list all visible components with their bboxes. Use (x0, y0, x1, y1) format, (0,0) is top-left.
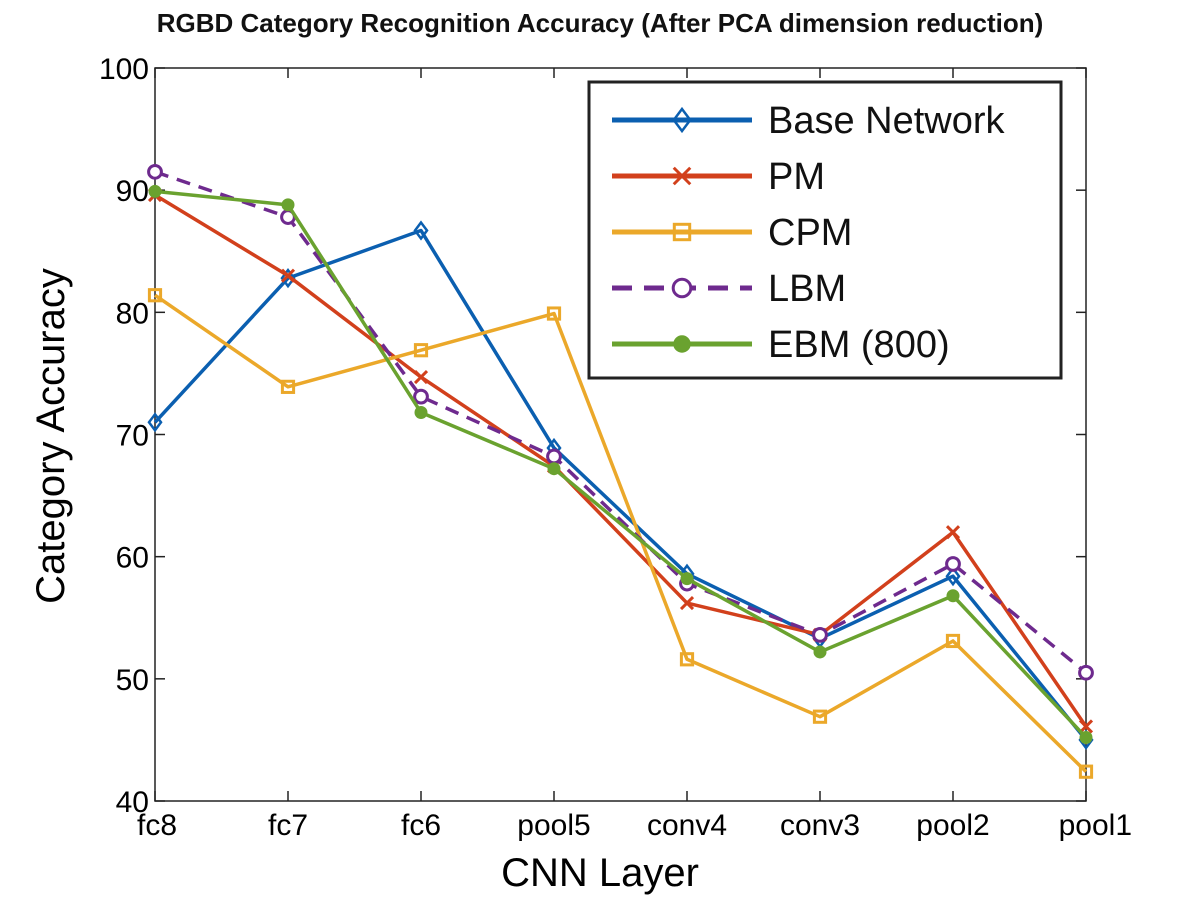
legend: Base Network PM CPM LBM EBM (800) (587, 80, 1063, 380)
x-tick-label: pool2 (916, 809, 989, 842)
legend-marker (671, 277, 693, 299)
x-tick-label: fc7 (268, 809, 308, 842)
x-tick-label: pool1 (1059, 809, 1132, 842)
data-point (945, 633, 961, 649)
y-axis-title: Category Accuracy (29, 268, 73, 604)
y-tick-label: 50 (116, 664, 149, 697)
data-point (546, 448, 562, 465)
y-tick-label: 40 (116, 786, 149, 819)
y-tick-label: 60 (116, 542, 149, 575)
data-point (280, 268, 296, 289)
legend-marker (672, 166, 692, 186)
legend-item: PM (612, 156, 825, 198)
data-point (1078, 719, 1094, 734)
series-line (154, 189, 1088, 739)
legend-item: CPM (612, 212, 852, 254)
data-point (813, 645, 827, 659)
y-tick-label: 90 (116, 175, 149, 208)
data-point (413, 220, 429, 241)
data-point (679, 596, 695, 611)
data-point (281, 198, 295, 212)
data-point (812, 626, 828, 643)
data-point (946, 589, 960, 603)
data-point (413, 370, 429, 385)
data-point (812, 709, 828, 724)
y-tick-label: 80 (116, 297, 149, 330)
data-point (148, 184, 162, 198)
y-tick-label: 70 (116, 420, 149, 453)
data-point (414, 406, 428, 420)
series-ebm-800 (148, 184, 1093, 744)
x-tick-label: fc6 (401, 809, 441, 842)
data-point (147, 412, 163, 433)
data-point (280, 268, 296, 283)
x-axis-title: CNN Layer (501, 851, 699, 895)
x-tick-label: conv4 (647, 809, 727, 842)
y-tick-label: 100 (99, 53, 149, 86)
x-tick-label: conv3 (780, 809, 860, 842)
data-point (945, 556, 961, 572)
series-line (154, 293, 1088, 773)
data-point (945, 566, 961, 587)
x-tick-label: fc8 (137, 809, 177, 842)
legend-marker (672, 106, 692, 134)
legend-label: EBM (800) (768, 324, 950, 366)
legend-item: Base Network (612, 100, 1006, 142)
legend-marker (673, 335, 691, 353)
data-point (945, 525, 961, 540)
data-point (680, 572, 694, 586)
data-point (1079, 730, 1093, 744)
series-line (153, 228, 1088, 742)
data-point (147, 288, 163, 303)
data-point (1078, 664, 1094, 681)
data-point (147, 163, 163, 180)
chart-title: RGBD Category Recognition Accuracy (Afte… (156, 8, 1044, 38)
data-point (547, 462, 561, 476)
legend-label: Base Network (768, 100, 1006, 142)
x-tick-label: pool5 (517, 809, 590, 842)
legend-label: CPM (768, 212, 852, 254)
data-point (280, 379, 296, 394)
data-point (413, 388, 429, 405)
series-cpm (147, 288, 1094, 779)
series-line (154, 193, 1088, 728)
data-point (413, 343, 429, 358)
legend-marker (672, 222, 692, 242)
data-point (679, 652, 695, 667)
data-point (546, 306, 562, 321)
legend-item: LBM (612, 268, 846, 310)
series-line (154, 170, 1088, 675)
legend-label: PM (768, 156, 825, 198)
legend-item: EBM (800) (612, 324, 950, 366)
data-point (1078, 764, 1094, 779)
legend-label: LBM (768, 268, 846, 310)
